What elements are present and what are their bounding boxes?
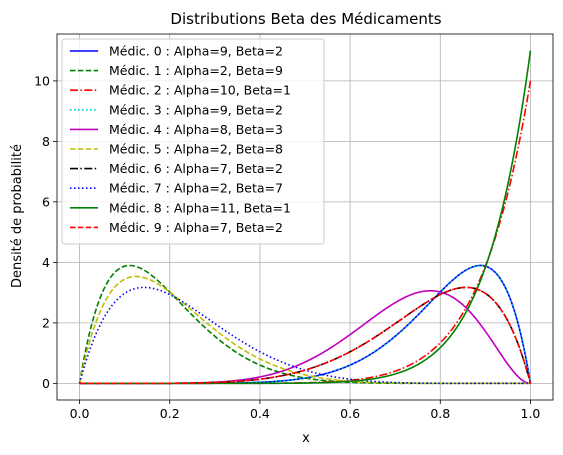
y-tick-label: 4: [42, 255, 50, 270]
series-line-medic-3: [79, 264, 532, 385]
series-line-medic-9: [79, 286, 532, 385]
legend-label-medic-1: Médic. 1 : Alpha=2, Beta=9: [109, 63, 283, 78]
y-tick-label: 0: [42, 376, 50, 391]
plot-frame: [56, 33, 554, 401]
legend: Médic. 0 : Alpha=9, Beta=2 Médic. 1 : Alp…: [61, 38, 325, 245]
legend-label-medic-3: Médic. 3 : Alpha=9, Beta=2: [109, 102, 283, 117]
legend-label-medic-2: Médic. 2 : Alpha=10, Beta=1: [109, 83, 291, 98]
x-tick-label: 0.6: [340, 406, 360, 421]
legend-label-medic-4: Médic. 4 : Alpha=8, Beta=3: [109, 122, 283, 137]
y-tick-label: 6: [42, 194, 50, 209]
x-axis-label: x: [302, 431, 310, 446]
x-tick-label: 0.8: [430, 406, 450, 421]
y-tick-label: 8: [42, 134, 50, 149]
x-tick-label: 0.0: [70, 406, 90, 421]
x-tick-label: 1.0: [521, 406, 541, 421]
series-line-medic-0: [79, 264, 532, 385]
series-line-medic-5: [78, 275, 531, 385]
legend-label-medic-5: Médic. 5 : Alpha=2, Beta=8: [109, 142, 283, 157]
y-tick-label: 10: [34, 73, 50, 88]
legend-label-medic-7: Médic. 7 : Alpha=2, Beta=7: [109, 181, 283, 196]
legend-box: [61, 38, 325, 245]
legend-label-medic-8: Médic. 8 : Alpha=11, Beta=1: [109, 200, 291, 215]
chart-title: Distributions Beta des Médicaments: [170, 10, 441, 28]
y-axis-label: Densité de probabilité: [10, 144, 25, 288]
legend-label-medic-9: Médic. 9 : Alpha=7, Beta=2: [109, 220, 283, 235]
series-line-medic-6: [79, 286, 532, 385]
series-line-medic-7: [78, 286, 531, 385]
legend-label-medic-0: Médic. 0 : Alpha=9, Beta=2: [109, 44, 283, 59]
x-tick-label: 0.2: [160, 406, 180, 421]
legend-label-medic-6: Médic. 6 : Alpha=7, Beta=2: [109, 161, 283, 176]
axis-ticks: 0.0 0.2 0.4 0.6 0.8 1.0 0 2 4 6 8 10: [34, 73, 540, 421]
series-curves: [78, 50, 532, 385]
series-line-medic-1: [78, 264, 531, 385]
y-tick-label: 2: [42, 315, 50, 330]
x-tick-label: 0.4: [250, 406, 270, 421]
